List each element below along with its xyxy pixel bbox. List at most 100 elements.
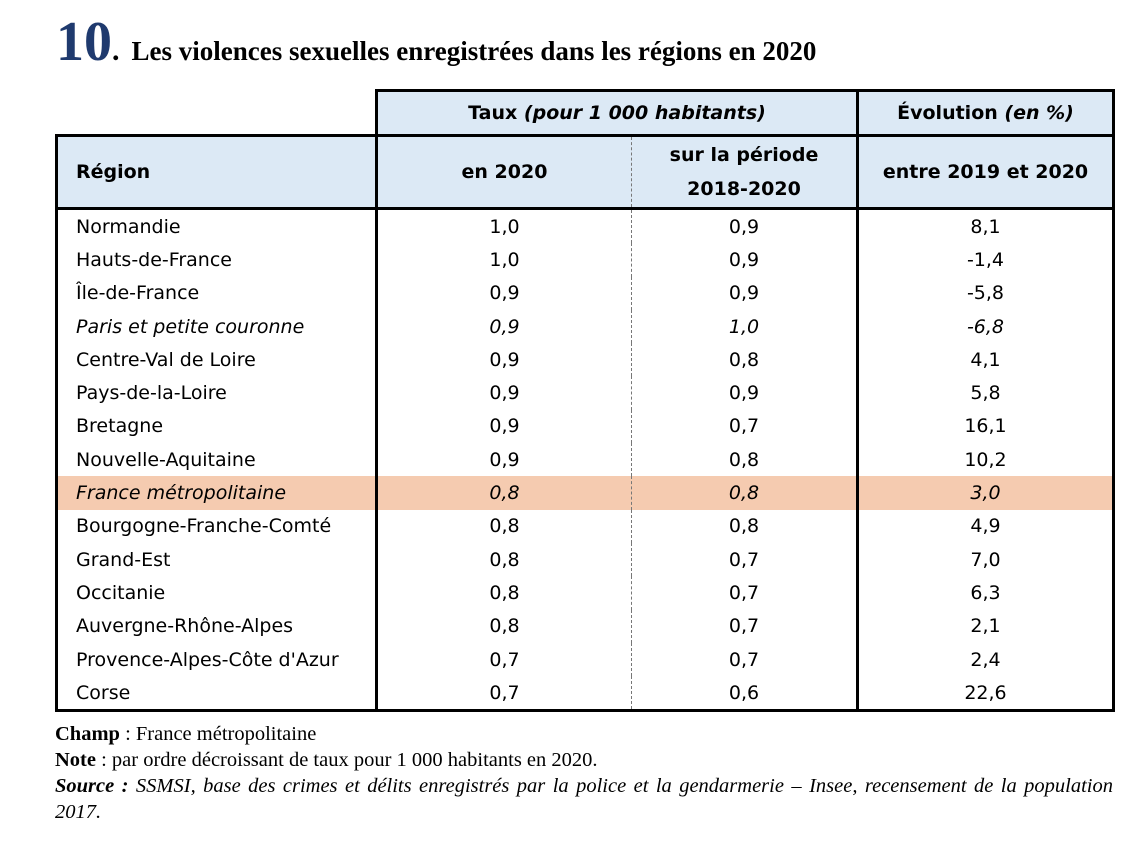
evolution-cell: 5,8 bbox=[857, 376, 1115, 410]
region-cell: Bourgogne-Franche-Comté bbox=[55, 509, 378, 543]
table-row: Grand-Est 0,8 0,7 7,0 bbox=[55, 542, 1115, 577]
evolution-cell: 4,9 bbox=[857, 509, 1115, 543]
rate-2020-cell: 0,7 bbox=[376, 642, 632, 677]
champ-text: : France métropolitaine bbox=[119, 723, 317, 745]
header-period-line2: 2018-2020 bbox=[687, 178, 801, 200]
header-evo-label: Évolution bbox=[897, 102, 998, 124]
rate-2020-cell: 0,9 bbox=[376, 309, 632, 344]
evolution-cell: 2,4 bbox=[857, 642, 1115, 677]
note-source: Source : SSMSI, base des crimes et délit… bbox=[55, 773, 1113, 825]
evolution-cell: 7,0 bbox=[857, 542, 1115, 577]
region-cell: Provence-Alpes-Côte d'Azur bbox=[55, 642, 378, 677]
rate-period-cell: 0,8 bbox=[631, 509, 859, 543]
region-cell: Normandie bbox=[55, 208, 378, 244]
region-cell: Auvergne-Rhône-Alpes bbox=[55, 609, 378, 643]
rate-period-cell: 0,7 bbox=[631, 609, 859, 643]
evolution-cell: -1,4 bbox=[857, 243, 1115, 277]
rate-2020-cell: 0,8 bbox=[376, 476, 632, 510]
note-note: Note : par ordre décroissant de taux pou… bbox=[55, 747, 1113, 773]
rate-2020-cell: 0,7 bbox=[376, 676, 632, 713]
rate-2020-cell: 0,9 bbox=[376, 343, 632, 377]
rate-period-cell: 0,7 bbox=[631, 409, 859, 444]
rate-period-cell: 0,6 bbox=[631, 676, 859, 713]
note-label: Note bbox=[55, 749, 96, 771]
header-rate-unit: (pour 1 000 habitants) bbox=[523, 102, 766, 124]
rate-2020-cell: 0,8 bbox=[376, 509, 632, 543]
source-text: SSMSI, base des crimes et délits enregis… bbox=[55, 775, 1113, 823]
rate-2020-cell: 0,9 bbox=[376, 443, 632, 477]
source-label: Source : bbox=[55, 775, 129, 797]
region-cell: Grand-Est bbox=[55, 542, 378, 577]
champ-label: Champ bbox=[55, 723, 120, 745]
rate-period-cell: 1,0 bbox=[631, 309, 859, 344]
table-row: Occitanie 0,8 0,7 6,3 bbox=[55, 576, 1115, 610]
table-row: Hauts-de-France 1,0 0,9 -1,4 bbox=[55, 243, 1115, 277]
rate-period-cell: 0,7 bbox=[631, 542, 859, 577]
note-text: : par ordre décroissant de taux pour 1 0… bbox=[95, 749, 598, 771]
table-header-row: Région en 2020 sur la période 2018-2020 … bbox=[55, 135, 1115, 210]
region-cell: Occitanie bbox=[55, 576, 378, 610]
table-row: Normandie 1,0 0,9 8,1 bbox=[55, 208, 1115, 244]
table-row: Paris et petite couronne 0,9 1,0 -6,8 bbox=[55, 309, 1115, 344]
rate-2020-cell: 0,8 bbox=[376, 576, 632, 610]
rate-2020-cell: 0,8 bbox=[376, 609, 632, 643]
rate-period-cell: 0,9 bbox=[631, 243, 859, 277]
table-row: Auvergne-Rhône-Alpes 0,8 0,7 2,1 bbox=[55, 609, 1115, 643]
header-evolution: entre 2019 et 2020 bbox=[857, 135, 1115, 210]
table-row: Centre-Val de Loire 0,9 0,8 4,1 bbox=[55, 343, 1115, 377]
region-cell: Corse bbox=[55, 676, 378, 713]
notes-block: Champ : France métropolitaine Note : par… bbox=[55, 721, 1113, 825]
region-cell: Hauts-de-France bbox=[55, 243, 378, 277]
table-row: Corse 0,7 0,6 22,6 bbox=[55, 676, 1115, 713]
header-blank-cell bbox=[56, 90, 377, 137]
table-row: Bretagne 0,9 0,7 16,1 bbox=[55, 409, 1115, 444]
rate-2020-cell: 1,0 bbox=[376, 208, 632, 244]
title-text: Les violences sexuelles enregistrées dan… bbox=[131, 36, 817, 66]
table-body: Normandie 1,0 0,9 8,1 Hauts-de-France 1,0 0,9-… bbox=[55, 208, 1115, 713]
evolution-cell: 4,1 bbox=[857, 343, 1115, 377]
title-number: 10 bbox=[56, 11, 112, 73]
rate-2020-cell: 1,0 bbox=[376, 243, 632, 277]
region-cell: Centre-Val de Loire bbox=[55, 343, 378, 377]
title-dot: . bbox=[112, 34, 120, 67]
rate-2020-cell: 0,9 bbox=[376, 376, 632, 410]
rate-period-cell: 0,8 bbox=[631, 476, 859, 510]
regions-table: Taux (pour 1 000 habitants) Évolution (e… bbox=[55, 89, 1115, 713]
table-row: Île-de-France 0,9 0,9 -5,8 bbox=[55, 276, 1115, 310]
evolution-cell: -6,8 bbox=[857, 309, 1115, 344]
rate-period-cell: 0,7 bbox=[631, 642, 859, 677]
page-title: 10 . Les violences sexuelles enregistrée… bbox=[56, 14, 816, 78]
table-header-group-row: Taux (pour 1 000 habitants) Évolution (e… bbox=[56, 89, 1115, 137]
region-cell: Nouvelle-Aquitaine bbox=[55, 443, 378, 477]
header-rate-group: Taux (pour 1 000 habitants) bbox=[375, 89, 859, 137]
header-region: Région bbox=[55, 135, 378, 210]
evolution-cell: 6,3 bbox=[857, 576, 1115, 610]
table-row: Bourgogne-Franche-Comté 0,8 0,8 4,9 bbox=[55, 509, 1115, 543]
rate-2020-cell: 0,9 bbox=[376, 276, 632, 310]
header-rate-label: Taux bbox=[468, 102, 518, 124]
region-cell: Île-de-France bbox=[55, 276, 378, 310]
region-cell: France métropolitaine bbox=[55, 476, 378, 510]
evolution-cell: 2,1 bbox=[857, 609, 1115, 643]
rate-period-cell: 0,8 bbox=[631, 343, 859, 377]
header-rate-2020: en 2020 bbox=[376, 135, 632, 210]
region-cell: Bretagne bbox=[55, 409, 378, 444]
table-row: Provence-Alpes-Côte d'Azur 0,7 0,7 2,4 bbox=[55, 642, 1115, 677]
rate-period-cell: 0,8 bbox=[631, 443, 859, 477]
evolution-cell: 22,6 bbox=[857, 676, 1115, 713]
header-rate-period: sur la période 2018-2020 bbox=[631, 135, 859, 210]
evolution-cell: 8,1 bbox=[857, 208, 1115, 244]
note-champ: Champ : France métropolitaine bbox=[55, 721, 1113, 747]
region-cell: Paris et petite couronne bbox=[55, 309, 378, 344]
rate-period-cell: 0,9 bbox=[631, 208, 859, 244]
rate-2020-cell: 0,9 bbox=[376, 409, 632, 444]
rate-period-cell: 0,9 bbox=[631, 376, 859, 410]
region-cell: Pays-de-la-Loire bbox=[55, 376, 378, 410]
header-period-line1: sur la période bbox=[669, 144, 819, 166]
header-evolution-group: Évolution (en %) bbox=[857, 89, 1115, 137]
table-row: Pays-de-la-Loire 0,9 0,9 5,8 bbox=[55, 376, 1115, 410]
rate-2020-cell: 0,8 bbox=[376, 542, 632, 577]
table-row: Nouvelle-Aquitaine 0,9 0,8 10,2 bbox=[55, 443, 1115, 477]
evolution-cell: 16,1 bbox=[857, 409, 1115, 444]
evolution-cell: 10,2 bbox=[857, 443, 1115, 477]
